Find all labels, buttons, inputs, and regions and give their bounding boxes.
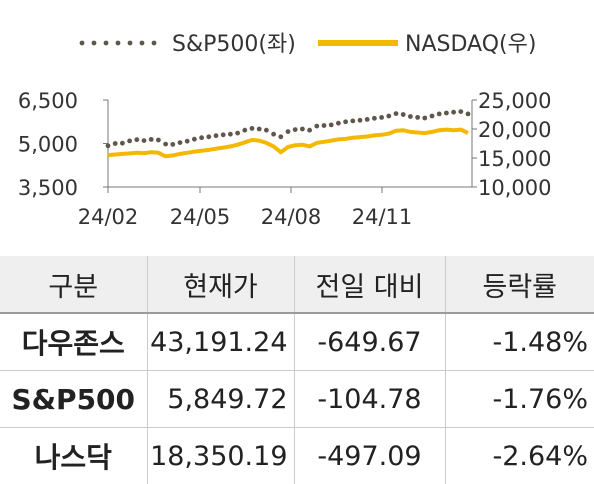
header-change: 전일 대비 bbox=[294, 256, 445, 313]
sp500-point bbox=[314, 124, 319, 129]
sp500-point bbox=[264, 128, 269, 133]
sp500-point bbox=[170, 142, 175, 147]
legend-dot-marker bbox=[80, 41, 85, 46]
y-left-tick-label: 5,000 bbox=[18, 133, 78, 157]
sp500-point bbox=[199, 135, 204, 140]
sp500-point bbox=[365, 117, 370, 122]
row-rate: -1.76% bbox=[445, 371, 594, 428]
sp500-point bbox=[379, 115, 384, 120]
y-right-tick-label: 10,000 bbox=[478, 176, 551, 200]
sp500-point bbox=[163, 142, 168, 147]
chart-axes: 6,500 5,000 3,500 25,000 20,000 15,000 10,000 2… bbox=[18, 89, 552, 229]
sp500-point bbox=[343, 119, 348, 124]
sp500-point bbox=[271, 132, 276, 137]
sp500-point bbox=[142, 138, 147, 143]
sp500-point bbox=[156, 138, 161, 143]
chart-series bbox=[106, 109, 471, 156]
sp500-point bbox=[221, 132, 226, 137]
index-summary-table: 구분 현재가 전일 대비 등락률 다우존스 43,191.24 -649.67 … bbox=[0, 256, 594, 484]
sp500-point bbox=[106, 143, 111, 148]
sp500-point bbox=[451, 110, 456, 115]
sp500-point bbox=[278, 134, 283, 139]
x-tick-label: 24/05 bbox=[170, 205, 231, 229]
legend-label: NASDAQ(우) bbox=[405, 32, 536, 57]
y-left-tick-label: 6,500 bbox=[18, 89, 78, 113]
legend-dot-marker bbox=[116, 41, 121, 46]
sp500-point bbox=[293, 127, 298, 132]
y-right-tick-label: 15,000 bbox=[478, 147, 551, 171]
sp500-point bbox=[250, 126, 255, 131]
sp500-point bbox=[386, 114, 391, 119]
x-tick-label: 24/02 bbox=[78, 205, 139, 229]
header-price: 현재가 bbox=[147, 256, 294, 313]
sp500-point bbox=[178, 140, 183, 145]
row-price: 43,191.24 bbox=[147, 313, 294, 371]
legend-dot-marker bbox=[140, 41, 145, 46]
sp500-point bbox=[358, 118, 363, 123]
legend-dot-marker bbox=[104, 41, 109, 46]
y-right-tick-label: 25,000 bbox=[478, 89, 551, 113]
x-tick-label: 24/11 bbox=[352, 205, 413, 229]
table-row: 다우존스 43,191.24 -649.67 -1.48% bbox=[0, 313, 594, 371]
sp500-point bbox=[235, 131, 240, 136]
sp500-point bbox=[149, 137, 154, 142]
sp500-point bbox=[192, 137, 197, 142]
sp500-point bbox=[336, 121, 341, 126]
table-row: S&P500 5,849.72 -104.78 -1.76% bbox=[0, 371, 594, 428]
sp500-point bbox=[134, 137, 139, 142]
sp500-point bbox=[401, 112, 406, 117]
sp500-point bbox=[206, 134, 211, 139]
table-header-row: 구분 현재가 전일 대비 등락률 bbox=[0, 256, 594, 313]
sp500-point bbox=[372, 116, 377, 121]
chart-legend: S&P500(좌) NASDAQ(우) bbox=[80, 32, 537, 57]
y-left-tick-label: 3,500 bbox=[18, 176, 78, 200]
header-category: 구분 bbox=[0, 256, 147, 313]
row-change: -104.78 bbox=[294, 371, 445, 428]
row-rate: -1.48% bbox=[445, 313, 594, 371]
sp500-point bbox=[286, 129, 291, 134]
sp500-point bbox=[466, 112, 471, 117]
sp500-point bbox=[394, 111, 399, 116]
row-price: 5,849.72 bbox=[147, 371, 294, 428]
legend-dot-marker bbox=[128, 41, 133, 46]
sp500-point bbox=[228, 132, 233, 137]
row-rate: -2.64% bbox=[445, 428, 594, 484]
sp500-point bbox=[242, 128, 247, 133]
sp500-point bbox=[214, 133, 219, 138]
header-rate: 등락률 bbox=[445, 256, 594, 313]
sp500-point bbox=[307, 128, 312, 133]
sp500-point bbox=[458, 109, 463, 114]
row-name: S&P500 bbox=[0, 371, 147, 428]
legend-label: S&P500(좌) bbox=[172, 32, 296, 57]
x-tick-label: 24/08 bbox=[261, 205, 322, 229]
sp500-point bbox=[113, 141, 118, 146]
sp500-point bbox=[415, 115, 420, 120]
sp500-point bbox=[257, 127, 262, 132]
sp500-point bbox=[322, 123, 327, 128]
sp500-series bbox=[106, 109, 471, 148]
sp500-point bbox=[422, 116, 427, 121]
row-price: 18,350.19 bbox=[147, 428, 294, 484]
row-name: 나스닥 bbox=[0, 428, 147, 484]
sp500-point bbox=[329, 123, 334, 128]
sp500-point bbox=[444, 111, 449, 116]
sp500-point bbox=[300, 127, 305, 132]
sp500-point bbox=[437, 112, 442, 117]
table-row: 나스닥 18,350.19 -497.09 -2.64% bbox=[0, 428, 594, 484]
y-right-tick-label: 20,000 bbox=[478, 118, 551, 142]
index-line-chart: S&P500(좌) NASDAQ(우) 6,500 5,000 3,500 25,000… bbox=[0, 0, 594, 250]
sp500-point bbox=[350, 119, 355, 124]
row-change: -649.67 bbox=[294, 313, 445, 371]
sp500-point bbox=[127, 139, 132, 144]
row-name: 다우존스 bbox=[0, 313, 147, 371]
legend-dot-marker bbox=[152, 41, 157, 46]
legend-dot-marker bbox=[92, 41, 97, 46]
sp500-point bbox=[408, 114, 413, 119]
sp500-point bbox=[430, 114, 435, 119]
row-change: -497.09 bbox=[294, 428, 445, 484]
sp500-point bbox=[120, 141, 125, 146]
sp500-point bbox=[185, 139, 190, 144]
